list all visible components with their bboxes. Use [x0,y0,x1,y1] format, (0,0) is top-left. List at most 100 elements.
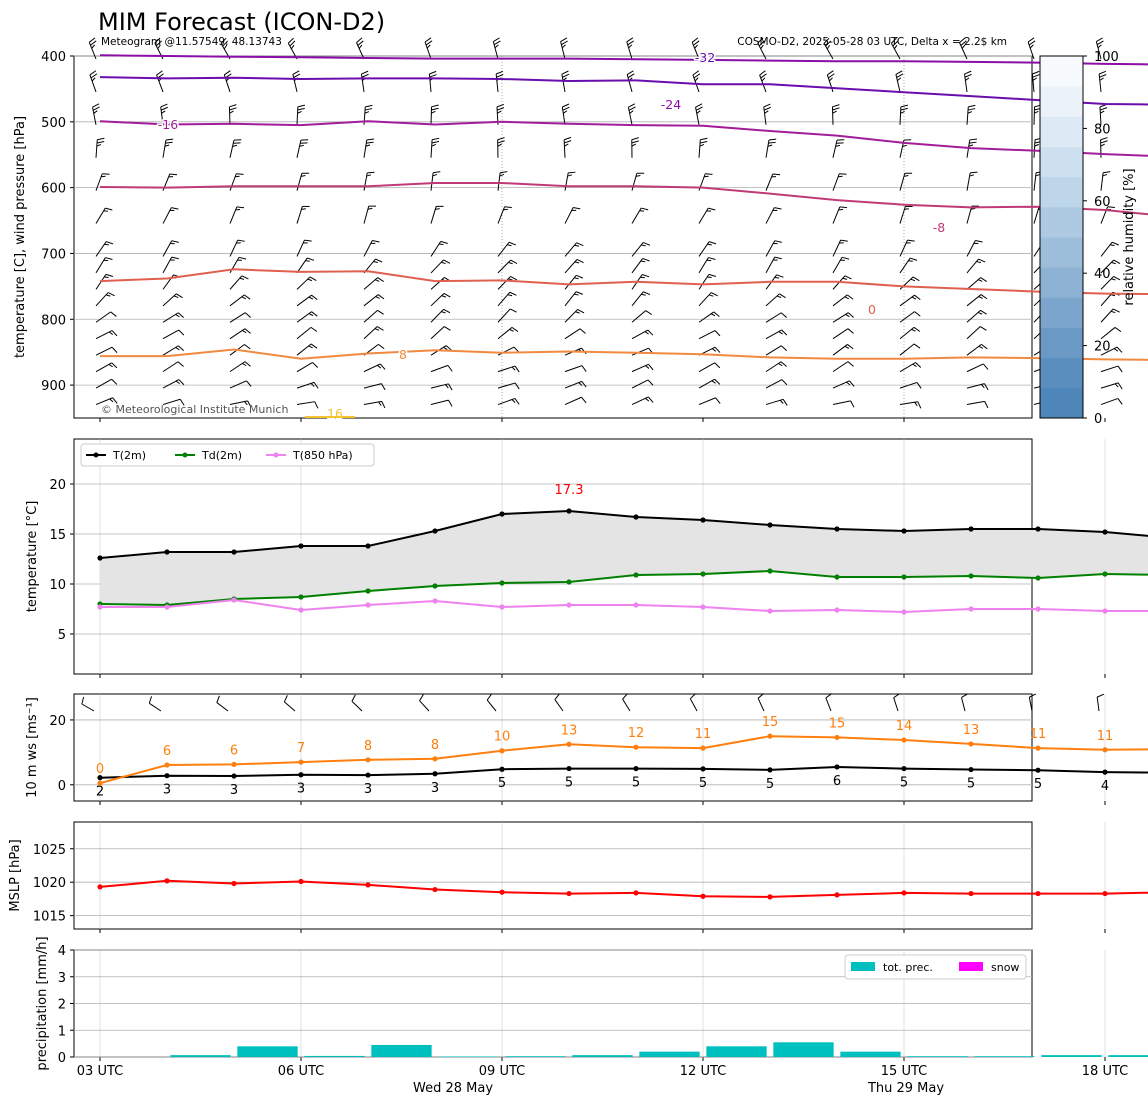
wind-barb-staff [162,329,179,340]
wind-barb-flag [691,37,699,43]
wind-barb-flag [237,239,245,242]
wind-barb-flag [497,143,502,147]
temperature-series-point [700,517,706,523]
wind-barb-flag [581,396,587,404]
wind-barb-flag [506,244,512,247]
temperature-series-point [365,588,371,594]
wind-barb-flag [177,361,184,367]
wind-barb-staff [899,343,915,356]
isotherm-line [99,120,1148,157]
time-tick-label: 03 UTC [77,1064,123,1079]
wind-barb-staff [497,346,515,356]
colorbar-band [1040,237,1083,268]
wind-barb-flag [177,312,185,318]
wind-barb-flag [1102,173,1108,177]
wind-barb-flag [970,171,978,174]
wind-barb-flag [714,330,721,337]
wind-barb-flag [1032,70,1040,75]
wind-barb-flag [847,344,854,350]
wind-barb-flag [497,110,502,114]
wind-barb-staff [1100,327,1116,340]
wind-barb-flag [377,309,384,315]
precipitation-bar [907,1056,968,1057]
wind-barb-flag [968,104,976,108]
wind-barb-staff [689,698,698,712]
wind-value-label: 14 [896,719,913,734]
wind-series-point [231,773,237,779]
precipitation-bar [974,1056,1035,1057]
wind-barb-flag [1113,275,1121,281]
wind-barb-flag [904,208,909,210]
y-tick-label: 0 [58,1051,66,1066]
wind-series-line [99,765,1148,779]
wind-barb-staff [893,697,899,712]
wind-barb-flag [509,291,517,296]
time-tick-label: 09 UTC [479,1064,525,1079]
wind-barb-flag [244,361,251,367]
precipitation-bar [505,1056,566,1057]
mslp-series-point [834,892,840,898]
wind-barb-flag [287,37,294,44]
wind-barb-flag [361,73,369,78]
wind-series-point [1102,747,1108,753]
wind-barb-staff [419,700,430,712]
wind-barb-flag [644,331,649,335]
wind-barb-flag [757,693,764,699]
wind-barb-staff [966,400,985,406]
wind-barb-staff [81,703,95,712]
wind-barb-flag [238,256,247,260]
wind-barb-flag [308,296,314,300]
wind-value-label: 8 [364,739,372,754]
precipitation-bar [840,1051,901,1057]
wind-barb-flag [776,274,784,278]
wind-barb-flag [112,397,118,404]
wind-barb-flag [561,40,568,46]
colorbar-band [1040,146,1083,178]
wind-barb-flag [626,37,634,43]
temperature-series-point [1102,571,1108,577]
wind-barb-flag [105,207,113,211]
wind-barb-flag [507,294,513,297]
wind-barb-flag [1032,77,1038,81]
wind-barb-flag [431,110,436,114]
wind-barb-flag [707,276,712,279]
wind-barb-flag [707,243,712,246]
wind-barb-flag [914,401,918,407]
wind-barb-flag [896,73,904,78]
wind-barb-flag [964,70,972,75]
wind-barb-flag [643,291,651,296]
wind-series-point [164,762,170,768]
wind-barb-flag [364,111,370,114]
wind-barb-staff [825,697,832,712]
temperature-series-point [298,594,304,600]
wind-barb-staff [698,362,715,373]
wind-barb-flag [982,363,989,370]
wind-barb-flag [567,174,573,177]
wind-series-point [97,775,103,781]
wind-barb-flag [88,37,96,43]
wind-barb-flag [847,328,854,334]
wind-barb-flag [977,311,983,315]
wind-barb-flag [357,40,364,46]
precipitation-bar [304,1055,365,1057]
wind-barb-flag [642,274,650,278]
wind-barb-flag [574,261,580,264]
wind-barb-flag [508,261,513,265]
y-tick-label: 3 [58,971,66,986]
temperature-series-point [164,604,170,610]
wind-barb-flag [1114,383,1119,388]
wind-barb-flag [643,241,651,246]
wind-barb-flag [239,277,245,280]
mslp-series-point [633,890,639,896]
wind-value-label: 5 [699,776,707,791]
wind-barb-staff [162,361,179,373]
colorbar-band [1040,116,1083,147]
wind-barb-flag [1103,171,1111,174]
wind-barb-staff [430,326,445,340]
wind-barb-staff [622,698,631,712]
wind-barb-staff [430,399,449,406]
isotherm-label: -24 [661,97,681,112]
wind-value-label: 5 [900,776,908,791]
